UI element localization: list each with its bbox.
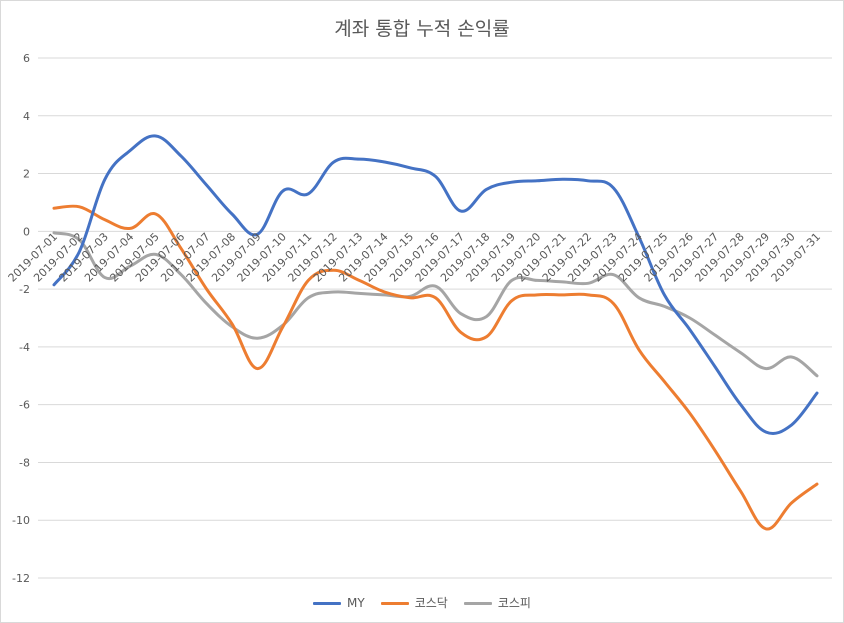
- y-tick-label: -6: [19, 399, 30, 412]
- y-tick-label: -10: [12, 514, 30, 527]
- y-axis-ticks: 6 4 2 0 -2 -4 -6 -8 -10 -12: [12, 52, 30, 585]
- gridlines: [38, 57, 832, 579]
- y-tick-label: -4: [19, 341, 30, 354]
- y-tick-label: 0: [23, 225, 30, 238]
- series-line-MY: [52, 134, 819, 436]
- legend-swatch: [380, 602, 409, 605]
- y-tick-label: 6: [23, 52, 30, 65]
- chart-title: 계좌 통합 누적 손익률: [334, 18, 510, 40]
- y-tick-label: 2: [23, 168, 30, 181]
- legend-label: 코스피: [497, 596, 531, 610]
- legend-label: MY: [347, 596, 365, 610]
- legend-label: 코스닥: [414, 596, 448, 610]
- series-lines: [52, 134, 819, 531]
- legend-item: 코스피: [463, 594, 531, 611]
- legend-item: 코스닥: [380, 594, 448, 611]
- y-tick-label: 4: [23, 110, 30, 123]
- legend-swatch: [463, 602, 492, 605]
- series-line-코스피: [52, 231, 819, 378]
- legend-swatch: [313, 602, 342, 605]
- y-tick-label: -8: [19, 456, 30, 469]
- legend: MY 코스닥 코스피: [0, 594, 844, 611]
- series-line-코스닥: [52, 204, 819, 531]
- y-tick-label: -12: [12, 572, 30, 585]
- x-axis-ticks: 2019-07-012019-07-022019-07-032019-07-04…: [6, 230, 823, 284]
- legend-item: MY: [313, 596, 365, 610]
- y-tick-label: -2: [19, 283, 30, 296]
